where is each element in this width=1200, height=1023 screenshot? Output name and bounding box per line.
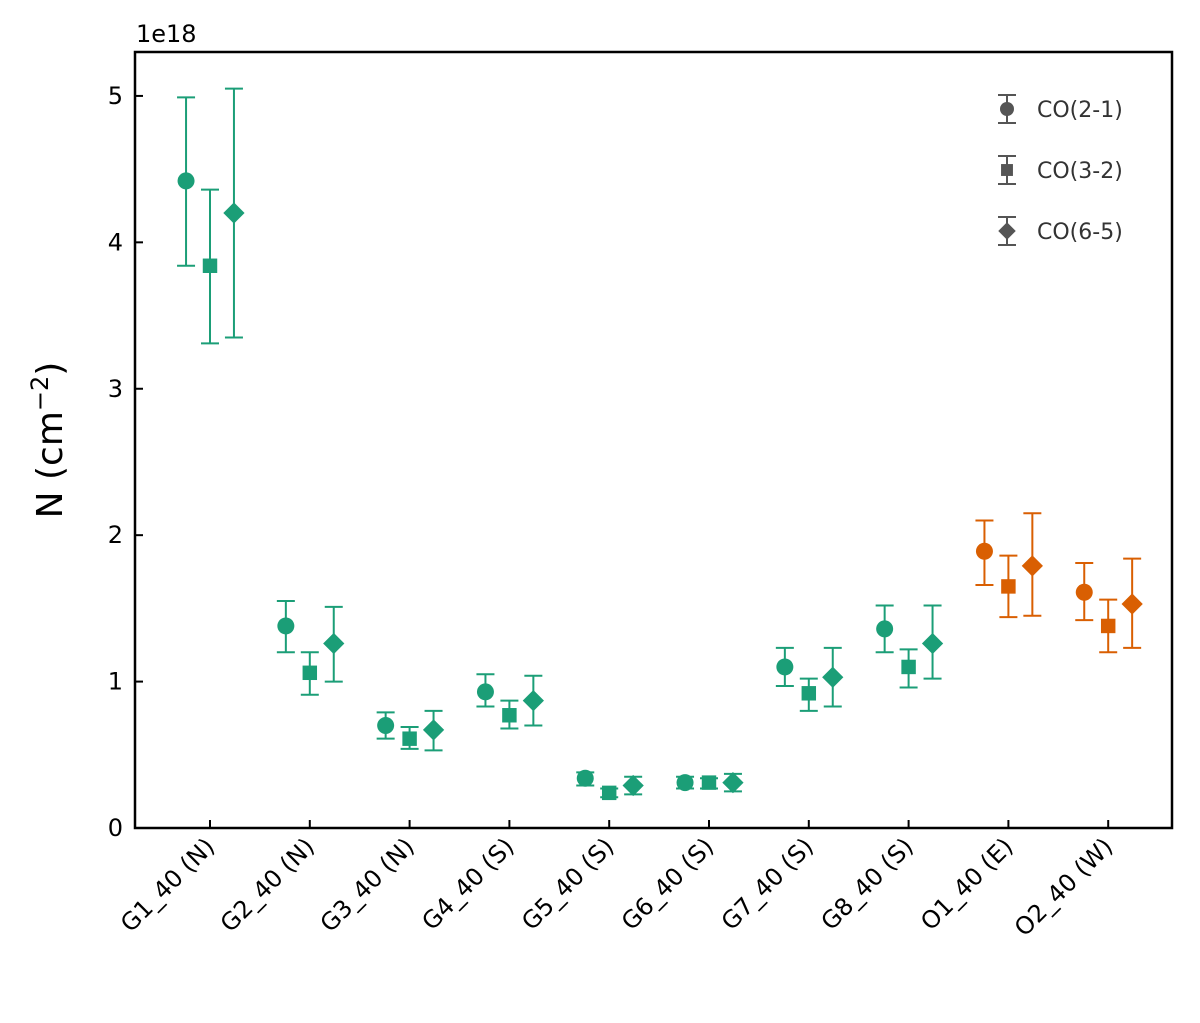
legend-label: CO(3-2) — [1037, 159, 1123, 184]
series-CO(3-2) — [201, 188, 1118, 801]
data-point — [701, 775, 717, 790]
legend-marker — [1001, 164, 1013, 176]
data-point — [302, 665, 318, 681]
y-axis-label-main: N (cm — [30, 411, 71, 518]
data-point — [502, 708, 517, 723]
x-tick-label: G2_40 (N) — [215, 832, 320, 937]
x-tick-label: G4_40 (S) — [416, 832, 519, 935]
y-tick-label: 3 — [108, 375, 123, 403]
series-CO(6-5) — [223, 87, 1143, 797]
y-tick-label: 1 — [108, 668, 123, 696]
y-axis-label-suffix: ) — [30, 362, 71, 376]
y-tick-label: 5 — [108, 82, 123, 110]
data-point — [1021, 555, 1043, 577]
legend-entry: CO(2-1) — [998, 94, 1123, 124]
x-tick-label: G8_40 (S) — [816, 832, 919, 935]
y-axis-label: N (cm−2) — [26, 362, 71, 519]
plot-area — [133, 50, 1174, 830]
data-point — [601, 785, 617, 801]
x-tick-label: O2_40 (W) — [1009, 832, 1118, 941]
x-tick-label: O1_40 (E) — [915, 832, 1018, 935]
y-axis-label-exponent: −2 — [26, 376, 54, 411]
y-axis: 0 1 2 3 4 5 — [108, 82, 143, 842]
x-tick-label: G5_40 (S) — [516, 832, 619, 935]
legend-marker — [998, 222, 1016, 240]
legend-entry: CO(3-2) — [998, 155, 1123, 185]
data-point — [1100, 618, 1116, 634]
data-marks — [177, 87, 1143, 801]
data-point — [921, 632, 944, 655]
data-point — [402, 731, 417, 746]
y-tick-label: 4 — [108, 228, 123, 256]
data-point — [876, 620, 894, 638]
data-point — [801, 686, 817, 701]
data-point — [901, 659, 916, 675]
legend-label: CO(2-1) — [1037, 98, 1123, 123]
x-tick-label: G7_40 (S) — [716, 832, 819, 935]
data-point — [323, 632, 345, 655]
x-axis: G1_40 (N)G2_40 (N)G3_40 (N)G4_40 (S)G5_4… — [115, 820, 1118, 942]
legend-label: CO(6-5) — [1037, 220, 1123, 245]
data-point — [177, 172, 195, 190]
data-point — [776, 658, 794, 676]
data-point — [377, 717, 395, 735]
y-tick-label: 2 — [108, 521, 123, 549]
data-point — [722, 771, 744, 794]
data-point — [1001, 579, 1016, 594]
x-tick-label: G3_40 (N) — [315, 832, 420, 937]
legend-entry: CO(6-5) — [998, 216, 1123, 246]
data-point — [622, 774, 644, 797]
data-point — [676, 774, 694, 792]
data-point — [476, 683, 494, 701]
data-point — [975, 542, 993, 560]
data-point — [1075, 583, 1093, 601]
legend-marker — [1000, 102, 1014, 116]
data-point — [822, 666, 844, 688]
data-point — [576, 769, 594, 787]
data-point — [202, 258, 218, 273]
series-CO(2-1) — [177, 96, 1094, 792]
data-point — [223, 202, 245, 224]
y-tick-label: 0 — [108, 814, 123, 842]
data-point — [277, 617, 295, 635]
x-tick-label: G1_40 (N) — [115, 832, 220, 937]
legend: CO(2-1) CO(3-2) CO(6-5) — [998, 94, 1123, 246]
data-point — [1121, 593, 1143, 615]
data-point — [522, 689, 544, 712]
x-tick-label: G6_40 (S) — [616, 832, 719, 935]
y-offset-text: 1e18 — [136, 20, 197, 48]
data-point — [422, 719, 445, 741]
